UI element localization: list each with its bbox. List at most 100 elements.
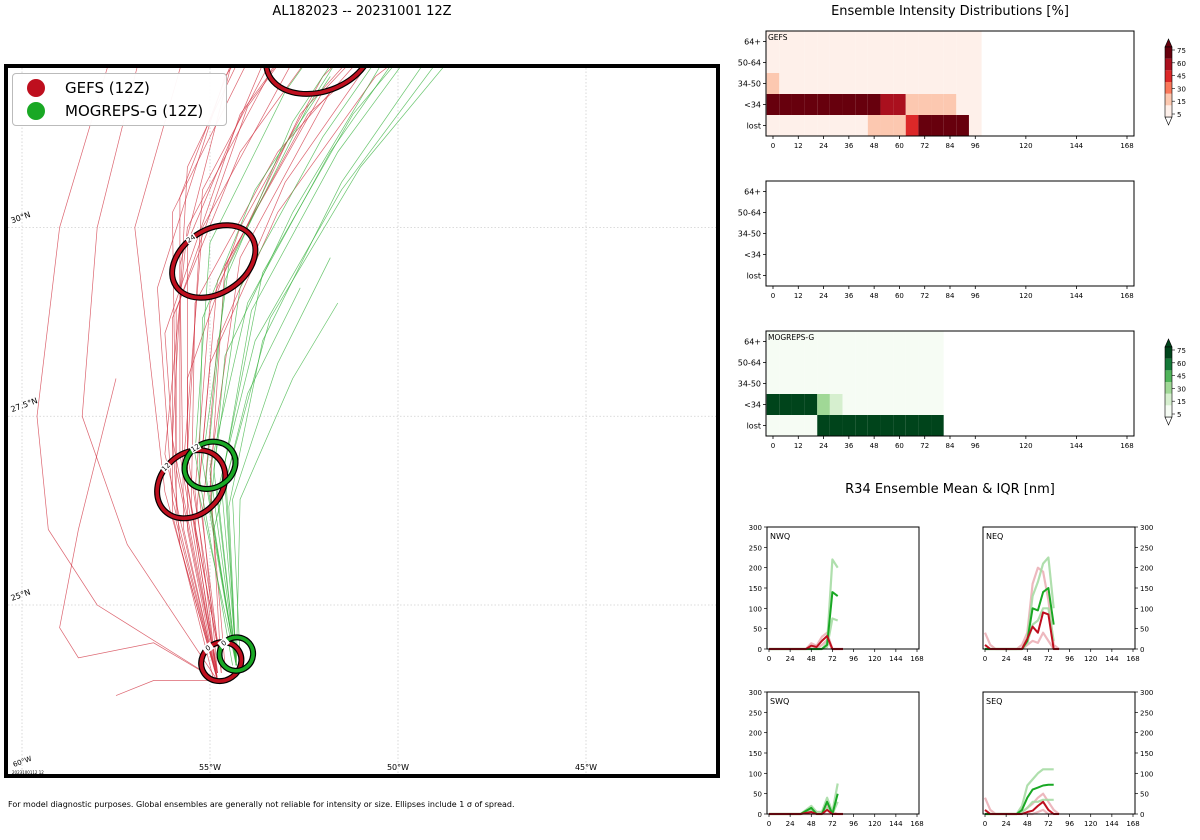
heatmap-cell (855, 52, 868, 73)
x-tick-label: 36 (844, 442, 853, 450)
gefs-track (172, 68, 302, 681)
heatmap-cell (893, 73, 906, 94)
x-tick-label: 120 (868, 820, 881, 828)
heatmap-cell (829, 115, 843, 136)
colorbar-tick-label: 15 (1177, 98, 1186, 106)
ellipse-label-bg (184, 232, 198, 245)
x-tick-label: 168 (1126, 655, 1139, 663)
gefs-track (183, 68, 290, 673)
heatmap-cell (880, 115, 894, 136)
x-tick-label: 72 (828, 655, 837, 663)
heatmap-cell (880, 394, 894, 415)
heatmap-cell (779, 373, 792, 394)
mogreps-track (224, 68, 444, 666)
heatmap-cell (893, 94, 906, 115)
heatmap-cell (855, 115, 868, 136)
heatmap-cell (791, 394, 805, 415)
colorbar-segment (1165, 47, 1172, 59)
heatmap-cell (791, 73, 805, 94)
heatmap-cell (893, 331, 906, 352)
gefs-track (187, 68, 268, 666)
heatmap-cell (880, 415, 894, 436)
x-tick-label: 168 (1126, 820, 1139, 828)
heatmap-cell (968, 31, 982, 52)
x-tick-label: 84 (946, 292, 955, 300)
x-tick-label: 0 (983, 655, 987, 663)
x-tick-label: 96 (1065, 655, 1074, 663)
y-tick-label: 34-50 (738, 380, 761, 389)
heatmap-cell (766, 31, 780, 52)
legend-item-gefs: GEFS (12Z) (27, 77, 150, 99)
x-tick-label: 0 (771, 142, 775, 150)
heatmap-cell (931, 94, 944, 115)
x-tick-label: 168 (1120, 142, 1133, 150)
x-tick-label: 96 (971, 442, 980, 450)
heatmap-cell (817, 373, 830, 394)
heatmap-cell (791, 331, 805, 352)
heatmap-cell (867, 394, 881, 415)
colorbar-extend-top (1164, 338, 1173, 348)
x-tick-label: 72 (920, 292, 929, 300)
heatmap-cell (829, 415, 843, 436)
map-legend: GEFS (12Z) MOGREPS-G (12Z) (12, 73, 227, 126)
y-tick-label: 50-64 (738, 209, 761, 218)
y-tick-label: 0 (758, 646, 762, 654)
r34-quadrant-label: SWQ (770, 697, 789, 706)
y-tick-label: 34-50 (738, 230, 761, 239)
r34-panel-swq: SWQ 0 24 48 72 96 120 144 168 0 50 100 150 200 250 300 (749, 689, 924, 828)
heatmap-cell (855, 94, 868, 115)
heatmap-cell (867, 94, 881, 115)
heatmap-cell (829, 73, 843, 94)
r34-frame (766, 691, 920, 815)
heatmap-cell (779, 394, 792, 415)
heatmap-cell (817, 31, 830, 52)
heatmap-cell (905, 352, 919, 373)
heatmap-cell (880, 73, 894, 94)
x-tick-label: 72 (1044, 655, 1053, 663)
colorbar-segment (1165, 70, 1172, 82)
legend-label-gefs: GEFS (12Z) (65, 79, 150, 97)
y-tick-label: 250 (1140, 709, 1153, 717)
heatmap-cell (804, 352, 818, 373)
x-tick-label: 168 (910, 820, 923, 828)
gefs-track (202, 68, 366, 673)
r34-quadrant-label: SEQ (986, 697, 1002, 706)
heatmap-cell (867, 31, 881, 52)
gefs-track (172, 68, 236, 673)
x-tick-label: 36 (844, 292, 853, 300)
y-tick-label: 300 (749, 524, 762, 532)
heatmap-cell (880, 331, 894, 352)
colorbar-tick-label: 45 (1177, 373, 1186, 381)
ellipse-hour-label: 24 (185, 233, 197, 245)
y-tick-label: 150 (1140, 585, 1153, 593)
x-tick-label: 72 (1044, 820, 1053, 828)
heatmap-cell (867, 331, 881, 352)
y-tick-label: 150 (1140, 750, 1153, 758)
heatmap-model-label: MOGREPS-G (768, 333, 814, 342)
x-tick-label: 12 (794, 292, 803, 300)
x-tick-label: 24 (1002, 820, 1011, 828)
heatmap-cell (931, 115, 944, 136)
y-tick-label: 100 (749, 770, 762, 778)
heatmap-cell (943, 31, 957, 52)
x-tick-label: 144 (889, 655, 903, 663)
y-tick-label: 100 (749, 605, 762, 613)
heatmap-cell (880, 94, 894, 115)
heatmap-cell (804, 115, 818, 136)
r34-quadrant-label: NEQ (986, 532, 1003, 541)
heatmap-cell (804, 31, 818, 52)
gefs-track (179, 68, 231, 681)
ellipse-hour-label: 12 (160, 461, 172, 473)
heatmap-cell (766, 73, 780, 94)
heatmap-cell (905, 31, 919, 52)
colorbar-tick-label: 75 (1177, 47, 1186, 55)
mogreps-track (217, 68, 433, 666)
gefs-track (194, 68, 343, 681)
x-tick-label: 0 (983, 820, 987, 828)
heatmap-cell (855, 394, 868, 415)
x-tick-label: 144 (1070, 142, 1084, 150)
x-tick-label: 60 (895, 292, 904, 300)
mogreps-track (209, 68, 380, 666)
y-tick-label: 300 (1140, 689, 1153, 697)
